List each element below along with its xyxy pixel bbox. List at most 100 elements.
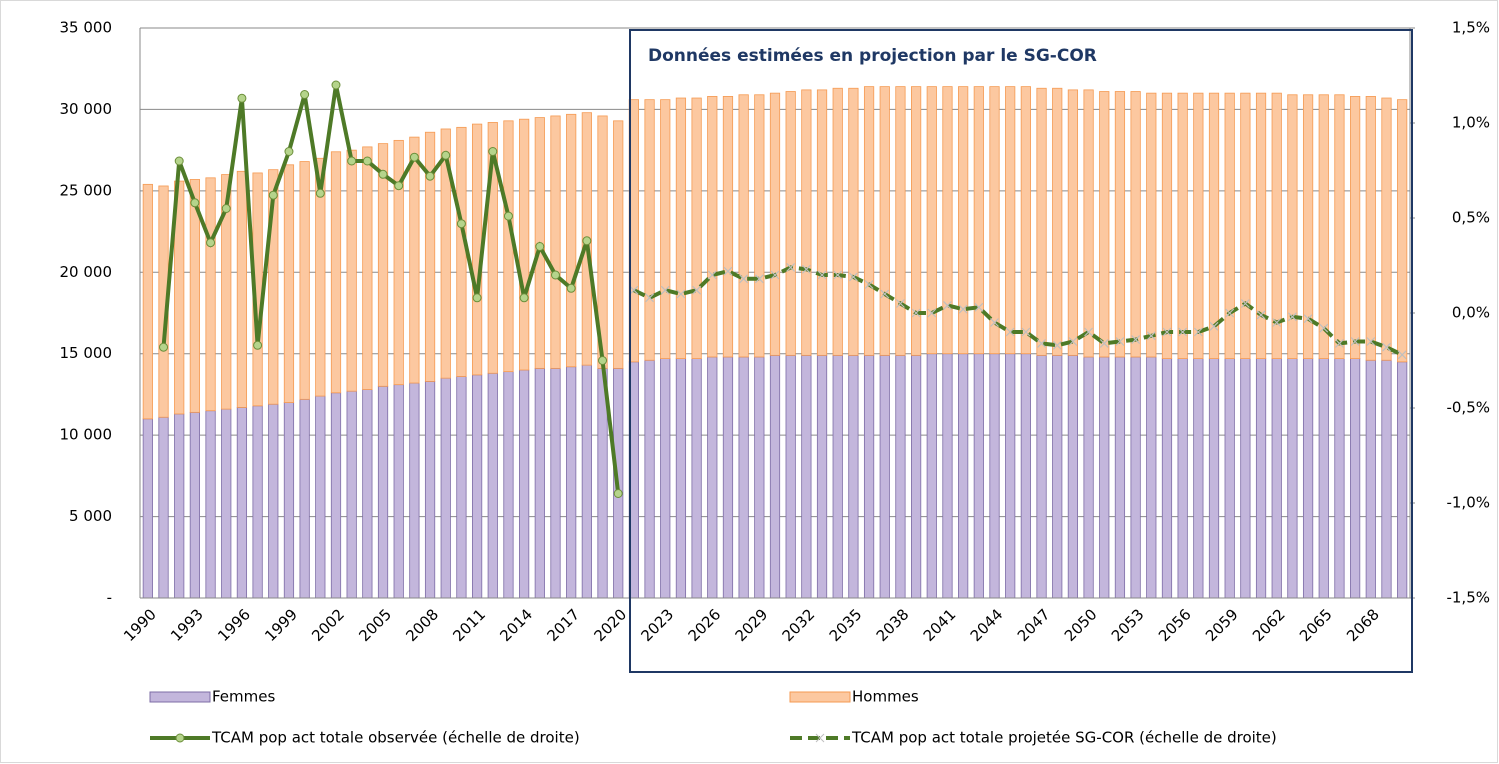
marker <box>1084 327 1094 337</box>
annotation: Données estimées en projection par le SG… <box>648 46 1097 66</box>
marker <box>582 236 592 246</box>
bar <box>1365 96 1376 361</box>
marker <box>754 274 764 284</box>
bar <box>832 87 843 356</box>
bar <box>973 353 984 599</box>
bar <box>769 354 781 599</box>
bar <box>989 86 1000 355</box>
bar <box>879 86 890 356</box>
bar <box>1350 96 1361 360</box>
y-tick-label: 35 000 <box>60 19 113 37</box>
bar <box>1318 94 1329 360</box>
bar <box>1271 358 1282 599</box>
bar <box>424 380 436 599</box>
bar <box>299 398 310 599</box>
marker <box>974 302 984 312</box>
bar <box>832 354 843 599</box>
marker <box>786 262 796 272</box>
bar <box>644 99 655 361</box>
bar <box>393 139 404 386</box>
bar <box>801 354 812 599</box>
y-tick-label: 30 000 <box>60 100 113 118</box>
bar <box>707 356 718 599</box>
bar <box>158 416 169 599</box>
marker <box>990 318 999 327</box>
bar <box>566 366 577 599</box>
bar <box>1052 354 1063 599</box>
bar <box>989 353 1000 599</box>
bar <box>1036 87 1047 356</box>
bar <box>1114 356 1126 599</box>
bar <box>236 170 248 408</box>
bar <box>346 149 357 392</box>
bar <box>1052 87 1063 356</box>
marker <box>613 489 623 498</box>
marker <box>1021 327 1031 337</box>
line <box>633 265 1404 357</box>
bar <box>205 177 216 412</box>
bar <box>268 169 279 405</box>
bar <box>1271 92 1282 360</box>
marker <box>1225 308 1235 318</box>
marker <box>1193 327 1203 337</box>
marker <box>159 342 169 352</box>
bar <box>362 146 373 390</box>
y-tick-label: 5 000 <box>69 507 112 525</box>
marker <box>1397 350 1407 360</box>
bar <box>283 164 295 403</box>
bar <box>1255 358 1267 599</box>
bar <box>785 91 796 356</box>
marker <box>268 190 278 200</box>
y-tick-label: 15 000 <box>60 344 113 362</box>
bar <box>863 354 875 599</box>
bar <box>754 94 765 358</box>
bar <box>550 367 561 599</box>
marker <box>190 198 200 208</box>
bar <box>754 356 765 599</box>
bar <box>911 86 922 356</box>
marker <box>284 147 294 156</box>
marker <box>472 293 482 303</box>
bar <box>1177 358 1188 599</box>
marker <box>550 270 560 280</box>
bar <box>722 356 734 599</box>
bar <box>1240 358 1251 599</box>
marker <box>331 80 341 90</box>
marker <box>347 156 357 166</box>
marker <box>1131 335 1141 345</box>
bar <box>1020 86 1031 355</box>
bar <box>283 402 295 599</box>
bar <box>221 174 232 410</box>
bar <box>848 354 859 599</box>
bar <box>142 418 153 599</box>
marker <box>1037 338 1046 348</box>
lines <box>159 80 1407 498</box>
bar <box>1208 92 1220 360</box>
marker <box>1209 321 1219 331</box>
marker <box>864 280 874 289</box>
marker <box>535 242 545 251</box>
marker <box>409 152 419 162</box>
bar <box>1208 358 1220 599</box>
legend-label: Hommes <box>852 688 919 706</box>
marker <box>1099 338 1109 348</box>
bar <box>424 131 436 382</box>
bar <box>487 372 498 599</box>
bar <box>142 183 153 420</box>
bar <box>1302 358 1314 599</box>
marker <box>817 270 827 280</box>
bar <box>1130 91 1141 358</box>
marker <box>488 147 498 156</box>
y2-tick-label: 0,0% <box>1452 304 1490 322</box>
y-tick-label: 20 000 <box>60 263 113 281</box>
bar <box>456 376 467 599</box>
legend-marker <box>175 733 185 743</box>
bar <box>675 358 687 599</box>
bar <box>330 392 342 599</box>
bar <box>503 371 514 599</box>
bar <box>769 92 781 356</box>
bar <box>315 395 326 599</box>
marker <box>645 293 654 303</box>
marker <box>315 188 325 198</box>
legend-swatch <box>149 691 211 703</box>
